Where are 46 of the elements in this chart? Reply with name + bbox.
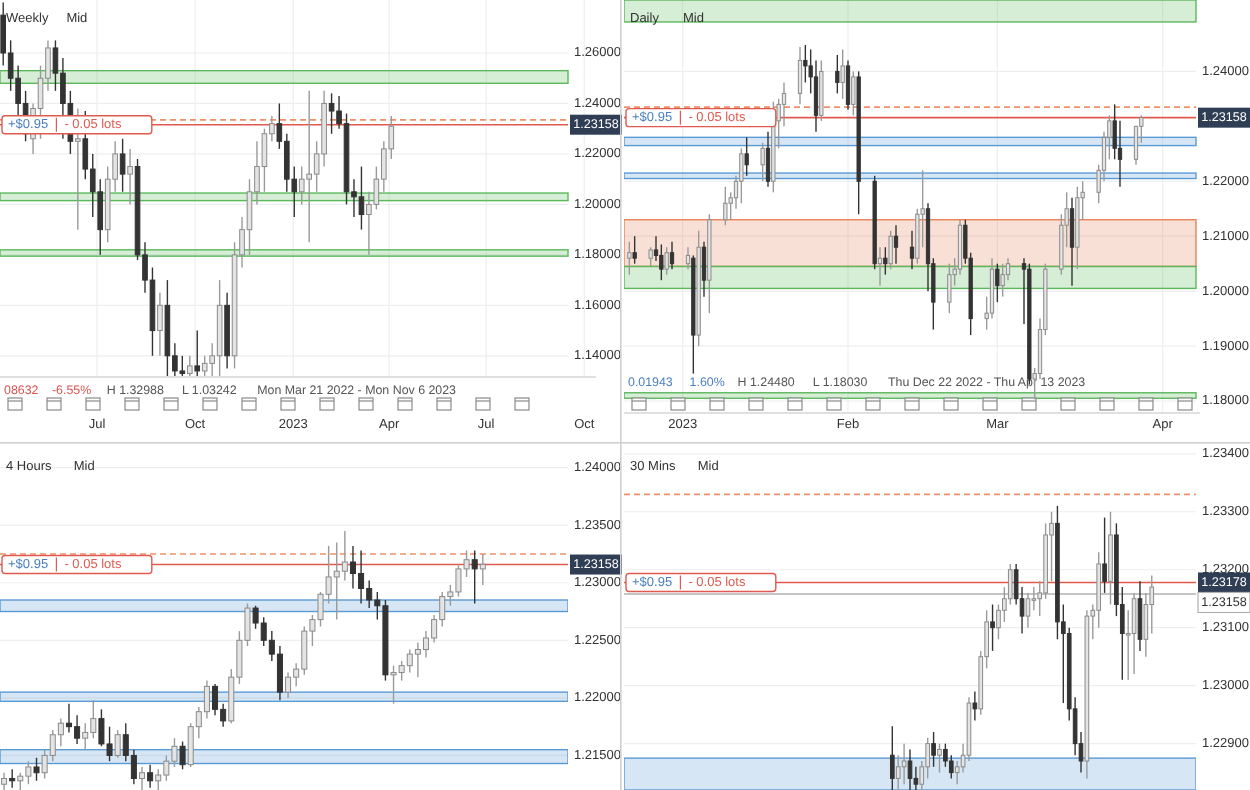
candlestick <box>723 186 728 226</box>
candlestick <box>835 54 840 95</box>
candlestick <box>664 246 669 276</box>
candlestick <box>9 768 16 789</box>
candlestick <box>931 731 936 768</box>
candlestick <box>648 246 653 268</box>
candlestick <box>995 262 1000 303</box>
candlestick <box>366 579 373 609</box>
candlestick <box>471 549 478 605</box>
candlestick <box>358 165 365 231</box>
candlestick <box>893 224 899 265</box>
candlestick <box>1102 516 1107 594</box>
candlestick <box>155 768 162 790</box>
candlestick <box>990 603 995 652</box>
candlestick <box>972 690 978 722</box>
candlestick <box>398 660 405 682</box>
candlestick <box>659 243 664 281</box>
candlestick <box>349 545 356 590</box>
candlestick <box>328 92 335 135</box>
candlestick <box>744 136 749 177</box>
candlestick <box>138 766 146 790</box>
candlestick <box>194 329 201 376</box>
candlestick <box>65 702 72 734</box>
candlestick <box>845 59 851 111</box>
candlestick <box>74 714 81 745</box>
candlestick <box>632 235 637 265</box>
candlestick <box>82 722 89 751</box>
candlestick <box>33 757 40 782</box>
candlestick <box>179 740 186 770</box>
candlestick <box>212 683 219 716</box>
candlestick <box>147 763 154 789</box>
candlestick <box>1031 586 1037 612</box>
candlestick <box>25 760 32 785</box>
candlestick <box>406 648 413 674</box>
candlestick <box>119 138 126 193</box>
candlestick <box>106 725 113 762</box>
candlestick <box>889 725 895 790</box>
candlestick <box>883 246 888 276</box>
candlestick <box>276 645 283 701</box>
candlestick <box>358 549 365 605</box>
candlestick <box>669 241 675 270</box>
candlestick <box>765 131 771 188</box>
candlestick <box>701 241 707 298</box>
candlestick <box>909 230 915 270</box>
candlestick <box>627 241 632 276</box>
candlestick <box>1069 197 1075 287</box>
